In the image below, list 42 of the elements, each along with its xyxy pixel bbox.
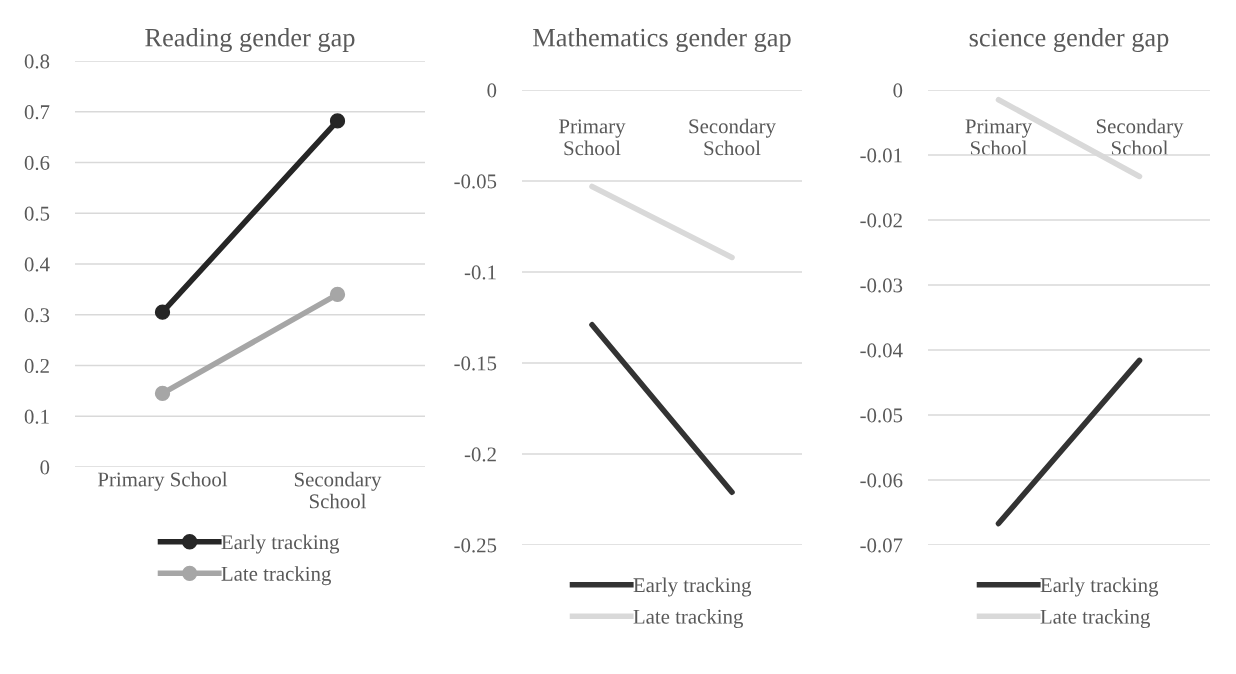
y-tick-label: -0.04 xyxy=(860,343,903,358)
y-tick-label: 0.1 xyxy=(24,409,49,424)
y-tick-label: -0.1 xyxy=(464,265,496,280)
x-tick-label: Primary School xyxy=(965,119,1032,156)
legend-label: Early tracking xyxy=(221,534,340,554)
y-tick-label: 0 xyxy=(40,460,50,475)
y-tick-label: -0.03 xyxy=(860,278,903,293)
y-tick-label: 0.4 xyxy=(24,257,50,272)
y-tick-label: -0.25 xyxy=(454,538,497,553)
y-tick-label: -0.02 xyxy=(860,213,902,228)
legend-label: Late tracking xyxy=(633,609,743,629)
y-tick-label: -0.06 xyxy=(860,473,903,488)
chart-title: Mathematics gender gap xyxy=(533,27,791,52)
y-tick-label: -0.01 xyxy=(860,148,902,163)
y-tick-label: 0.2 xyxy=(24,358,49,374)
y-tick-label: -0.07 xyxy=(860,538,903,553)
chart-title: Reading gender gap xyxy=(145,27,355,52)
point xyxy=(329,113,346,129)
x-tick-label: Primary School xyxy=(98,471,228,491)
y-tick-label: 0.5 xyxy=(24,206,50,221)
legend-label: Late tracking xyxy=(221,566,331,586)
y-tick-label: -0.05 xyxy=(860,408,903,423)
y-tick-label: 0.8 xyxy=(24,54,50,69)
y-tick-label: 0 xyxy=(487,83,497,98)
legend-label: Late tracking xyxy=(1040,609,1150,629)
y-tick-label: 0 xyxy=(893,83,903,98)
y-tick-label: -0.05 xyxy=(454,174,497,189)
x-tick-label: Primary School xyxy=(559,119,626,156)
chart-title: science gender gap xyxy=(969,27,1169,52)
x-tick-label: Secondary School xyxy=(689,118,776,156)
x-tick-label: Secondary School xyxy=(1096,118,1184,156)
y-tick-label: 0.6 xyxy=(24,155,50,171)
y-tick-label: 0.7 xyxy=(24,105,50,120)
y-tick-label: -0.2 xyxy=(464,447,496,462)
x-tick-label: Secondary School xyxy=(294,471,382,509)
point xyxy=(154,385,171,402)
y-tick-label: 0.3 xyxy=(24,308,50,323)
legend-label: Early tracking xyxy=(633,577,752,597)
point xyxy=(154,304,171,320)
point xyxy=(329,286,346,303)
y-tick-label: -0.15 xyxy=(454,356,497,371)
legend-label: Early tracking xyxy=(1040,577,1159,597)
